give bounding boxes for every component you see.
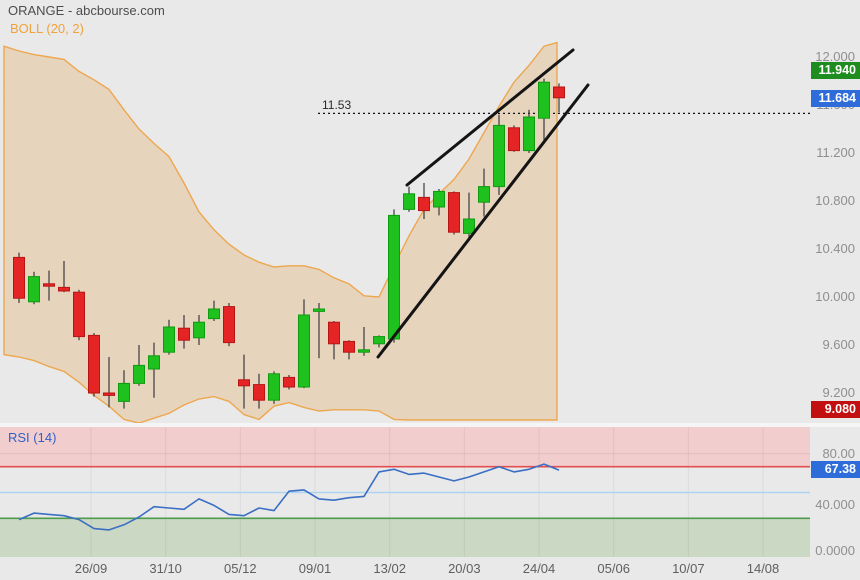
- candle-down: [253, 384, 265, 401]
- boll-lower-badge: 9.080: [811, 401, 860, 418]
- candle-up: [358, 349, 370, 353]
- time-axis-label: 13/02: [373, 561, 406, 576]
- time-axis-label: 09/01: [298, 561, 332, 576]
- rsi-indicator-label: RSI (14): [8, 430, 57, 445]
- boll-indicator-label: BOLL (20, 2): [10, 21, 84, 36]
- time-axis-label: 05/06: [597, 561, 630, 576]
- candle-down: [448, 192, 460, 233]
- candle-up: [208, 308, 220, 320]
- candle-down: [343, 340, 355, 353]
- candle-up: [118, 382, 130, 402]
- candle-up: [493, 124, 505, 188]
- candle-up: [163, 326, 175, 353]
- rsi-line: [18, 463, 560, 531]
- candle-down: [328, 321, 340, 345]
- time-axis-label: 20/03: [448, 561, 481, 576]
- boll-upper-badge: 11.940: [811, 62, 860, 79]
- candle-up: [298, 314, 310, 388]
- candle-down: [418, 196, 430, 212]
- candle-down: [223, 306, 235, 344]
- time-axis-label: 10/07: [672, 561, 705, 576]
- time-axis-label: 31/10: [149, 561, 182, 576]
- time-axis-label: 05/12: [224, 561, 257, 576]
- last-price-badge: 11.684: [811, 90, 860, 107]
- price-axis-label: 10.000: [815, 289, 855, 304]
- candle-up: [133, 364, 145, 384]
- price-axis-label: 10.800: [815, 193, 855, 208]
- candle-up: [433, 190, 445, 208]
- panel-separator: [0, 423, 860, 427]
- rsi-oversold-zone: [0, 518, 810, 557]
- candle-up: [313, 308, 325, 312]
- candle-down: [103, 392, 115, 396]
- candle-up: [538, 81, 550, 119]
- support-level-label: 11.53: [322, 98, 352, 112]
- price-axis-label: 9.200: [822, 385, 855, 400]
- candle-down: [283, 376, 295, 388]
- price-axis-label: 11.200: [816, 145, 855, 160]
- rsi-axis-label: 80.00: [822, 445, 855, 461]
- candle-down: [178, 327, 190, 341]
- rsi-axis-label: 0.0000: [815, 543, 855, 558]
- rsi-overbought-zone: [0, 427, 810, 467]
- candle-up: [463, 218, 475, 234]
- rsi-value-badge: 67.38: [811, 461, 860, 478]
- candle-down: [73, 291, 85, 338]
- time-axis-label: 24/04: [522, 561, 556, 576]
- price-axis-label: 10.400: [815, 241, 855, 256]
- candle-up: [28, 276, 40, 303]
- candle-down: [553, 86, 565, 99]
- candle-up: [403, 193, 415, 210]
- candle-up: [373, 336, 385, 345]
- candle-down: [43, 283, 55, 287]
- candle-down: [13, 256, 25, 299]
- candle-down: [58, 286, 70, 292]
- candle-up: [148, 355, 160, 370]
- candle-down: [88, 334, 100, 394]
- bollinger-band: [3, 41, 558, 424]
- chart-title: ORANGE - abcbourse.com: [8, 3, 165, 18]
- candle-down: [238, 379, 250, 387]
- candle-down: [508, 127, 520, 152]
- time-axis-label: 26/09: [74, 561, 108, 576]
- candle-up: [523, 116, 535, 152]
- price-axis-label: 12.000: [815, 49, 855, 64]
- time-axis-label: 14/08: [746, 561, 780, 576]
- candle-up: [478, 186, 490, 203]
- candle-up: [388, 214, 400, 340]
- channel-resistance-trendline: [405, 48, 575, 187]
- channel-support-trendline: [376, 83, 590, 359]
- rsi-axis-label: 40.000: [815, 497, 855, 513]
- candle-up: [193, 321, 205, 339]
- candle-up: [268, 373, 280, 401]
- price-axis-label: 9.600: [822, 337, 855, 352]
